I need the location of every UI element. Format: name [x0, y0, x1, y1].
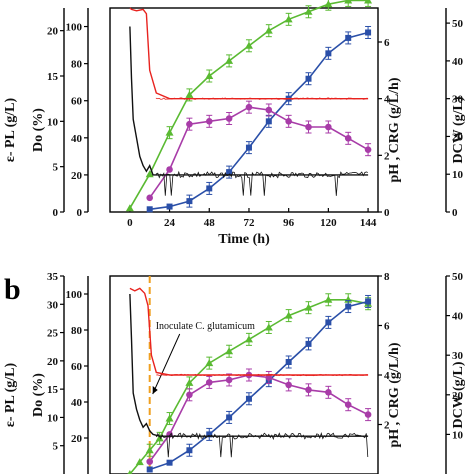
do-tick-label: 60 — [71, 361, 83, 373]
right-tick-label: 4 — [384, 94, 390, 106]
epl-tick-label: 10 — [47, 116, 59, 128]
right-tick-label: 2 — [384, 420, 390, 432]
do-tick-label: 0 — [77, 207, 83, 219]
do-axis-label: Do (%) — [31, 108, 46, 152]
epl-tick-label: 5 — [53, 441, 59, 453]
epl-tick-label: 35 — [47, 271, 59, 283]
series-ph — [129, 287, 369, 377]
do-tick-label: 40 — [71, 133, 83, 145]
dcw-tick-label: 20 — [452, 131, 464, 143]
series-epl — [146, 294, 372, 473]
right-tick-label: 2 — [384, 150, 390, 162]
right-tick-label: 4 — [384, 370, 390, 382]
do-tick-label: 100 — [66, 289, 83, 301]
epl-tick-label: 20 — [47, 26, 59, 38]
right-axis-label: pH , CRG (g/L/h) — [387, 342, 402, 447]
dcw-point — [127, 470, 133, 474]
epl-tick-label: 10 — [47, 412, 59, 424]
do-tick-label: 80 — [71, 325, 83, 337]
ph-noise — [156, 373, 368, 377]
epl-axis-label: ε- PL (g/L) — [3, 98, 18, 163]
dcw-tick-label: 0 — [452, 207, 458, 219]
series-do — [129, 293, 369, 458]
x-tick-label: 24 — [164, 217, 176, 229]
ph-noise — [155, 97, 368, 100]
dcw-tick-label: 50 — [452, 18, 464, 30]
annotation-arrowhead — [152, 386, 158, 394]
epl-tick-label: 15 — [47, 71, 59, 83]
epl-point — [146, 206, 153, 213]
ph-line — [129, 7, 369, 100]
epl-tick-label: 15 — [47, 384, 59, 396]
do-tick-label: 60 — [71, 96, 83, 108]
epl-point — [146, 466, 153, 473]
right-tick-label: 8 — [384, 271, 390, 283]
crg-point — [146, 458, 154, 465]
series-epl — [146, 25, 372, 213]
dcw-tick-label: 10 — [452, 429, 464, 441]
right-axis-label: pH , CRG (g/L/h) — [387, 77, 402, 182]
dcw-point — [145, 170, 154, 178]
do-tick-label: 20 — [71, 433, 83, 445]
do-noise — [155, 170, 368, 196]
epl-point — [166, 203, 173, 210]
x-tick-label: 144 — [360, 217, 377, 229]
x-axis-label: Time (h) — [218, 232, 270, 247]
crg-point — [166, 166, 173, 173]
epl-axis-label: ε- PL (g/L) — [3, 363, 18, 428]
do-noise — [155, 432, 369, 458]
dcw-tick-label: 40 — [452, 311, 464, 323]
epl-point — [166, 459, 173, 466]
dcw-point — [125, 204, 134, 212]
series-do — [129, 26, 369, 196]
x-tick-label: 0 — [127, 217, 133, 229]
crg-line — [149, 106, 369, 199]
right-tick-label: 6 — [384, 321, 390, 333]
right-tick-label: 6 — [384, 37, 390, 49]
dcw-axis-label: DCW (g/L) — [451, 361, 466, 428]
plot-frame — [109, 7, 379, 213]
series-ph — [129, 7, 369, 100]
panel-label: b — [4, 273, 21, 306]
series-crg — [146, 368, 372, 465]
epl-tick-label: 30 — [47, 299, 59, 311]
do-tick-label: 80 — [71, 59, 83, 71]
epl-tick-label: 20 — [47, 356, 59, 368]
annotation-arrow — [152, 333, 181, 395]
epl-tick-label: 0 — [53, 207, 59, 219]
do-tick-label: 20 — [71, 170, 83, 182]
do-tick-label: 100 — [66, 22, 83, 34]
do-line — [129, 293, 369, 437]
x-tick-label: 72 — [243, 217, 255, 229]
dcw-axis-label: DCW (g/L) — [451, 96, 466, 163]
series-crg — [146, 100, 372, 202]
epl-tick-label: 5 — [53, 162, 59, 174]
epl-line — [149, 300, 369, 471]
dcw-tick-label: 30 — [452, 94, 464, 106]
epl-tick-label: 25 — [47, 328, 59, 340]
dcw-tick-label: 40 — [452, 56, 464, 68]
series-dcw — [125, 0, 373, 212]
chart-panel-1: b 5 10 15 20 25 30 35 ε- PL (g/L) 20 40 60 80 100 Do (… — [3, 271, 466, 474]
dcw-tick-label: 20 — [452, 390, 464, 402]
right-tick-label: 0 — [384, 207, 390, 219]
dcw-tick-label: 10 — [452, 169, 464, 181]
annotation-text: Inoculate C. glutamicum — [156, 321, 255, 332]
do-line — [129, 26, 369, 176]
do-tick-label: 40 — [71, 397, 83, 409]
do-axis-label: Do (%) — [31, 373, 46, 417]
dcw-tick-label: 50 — [452, 271, 464, 283]
crg-line — [149, 374, 369, 463]
x-tick-label: 96 — [283, 217, 295, 229]
x-tick-label: 120 — [320, 217, 337, 229]
x-tick-label: 48 — [204, 217, 216, 229]
crg-point — [146, 194, 154, 202]
dcw-point — [135, 458, 144, 466]
dcw-tick-label: 30 — [452, 350, 464, 362]
epl-line — [149, 31, 369, 211]
